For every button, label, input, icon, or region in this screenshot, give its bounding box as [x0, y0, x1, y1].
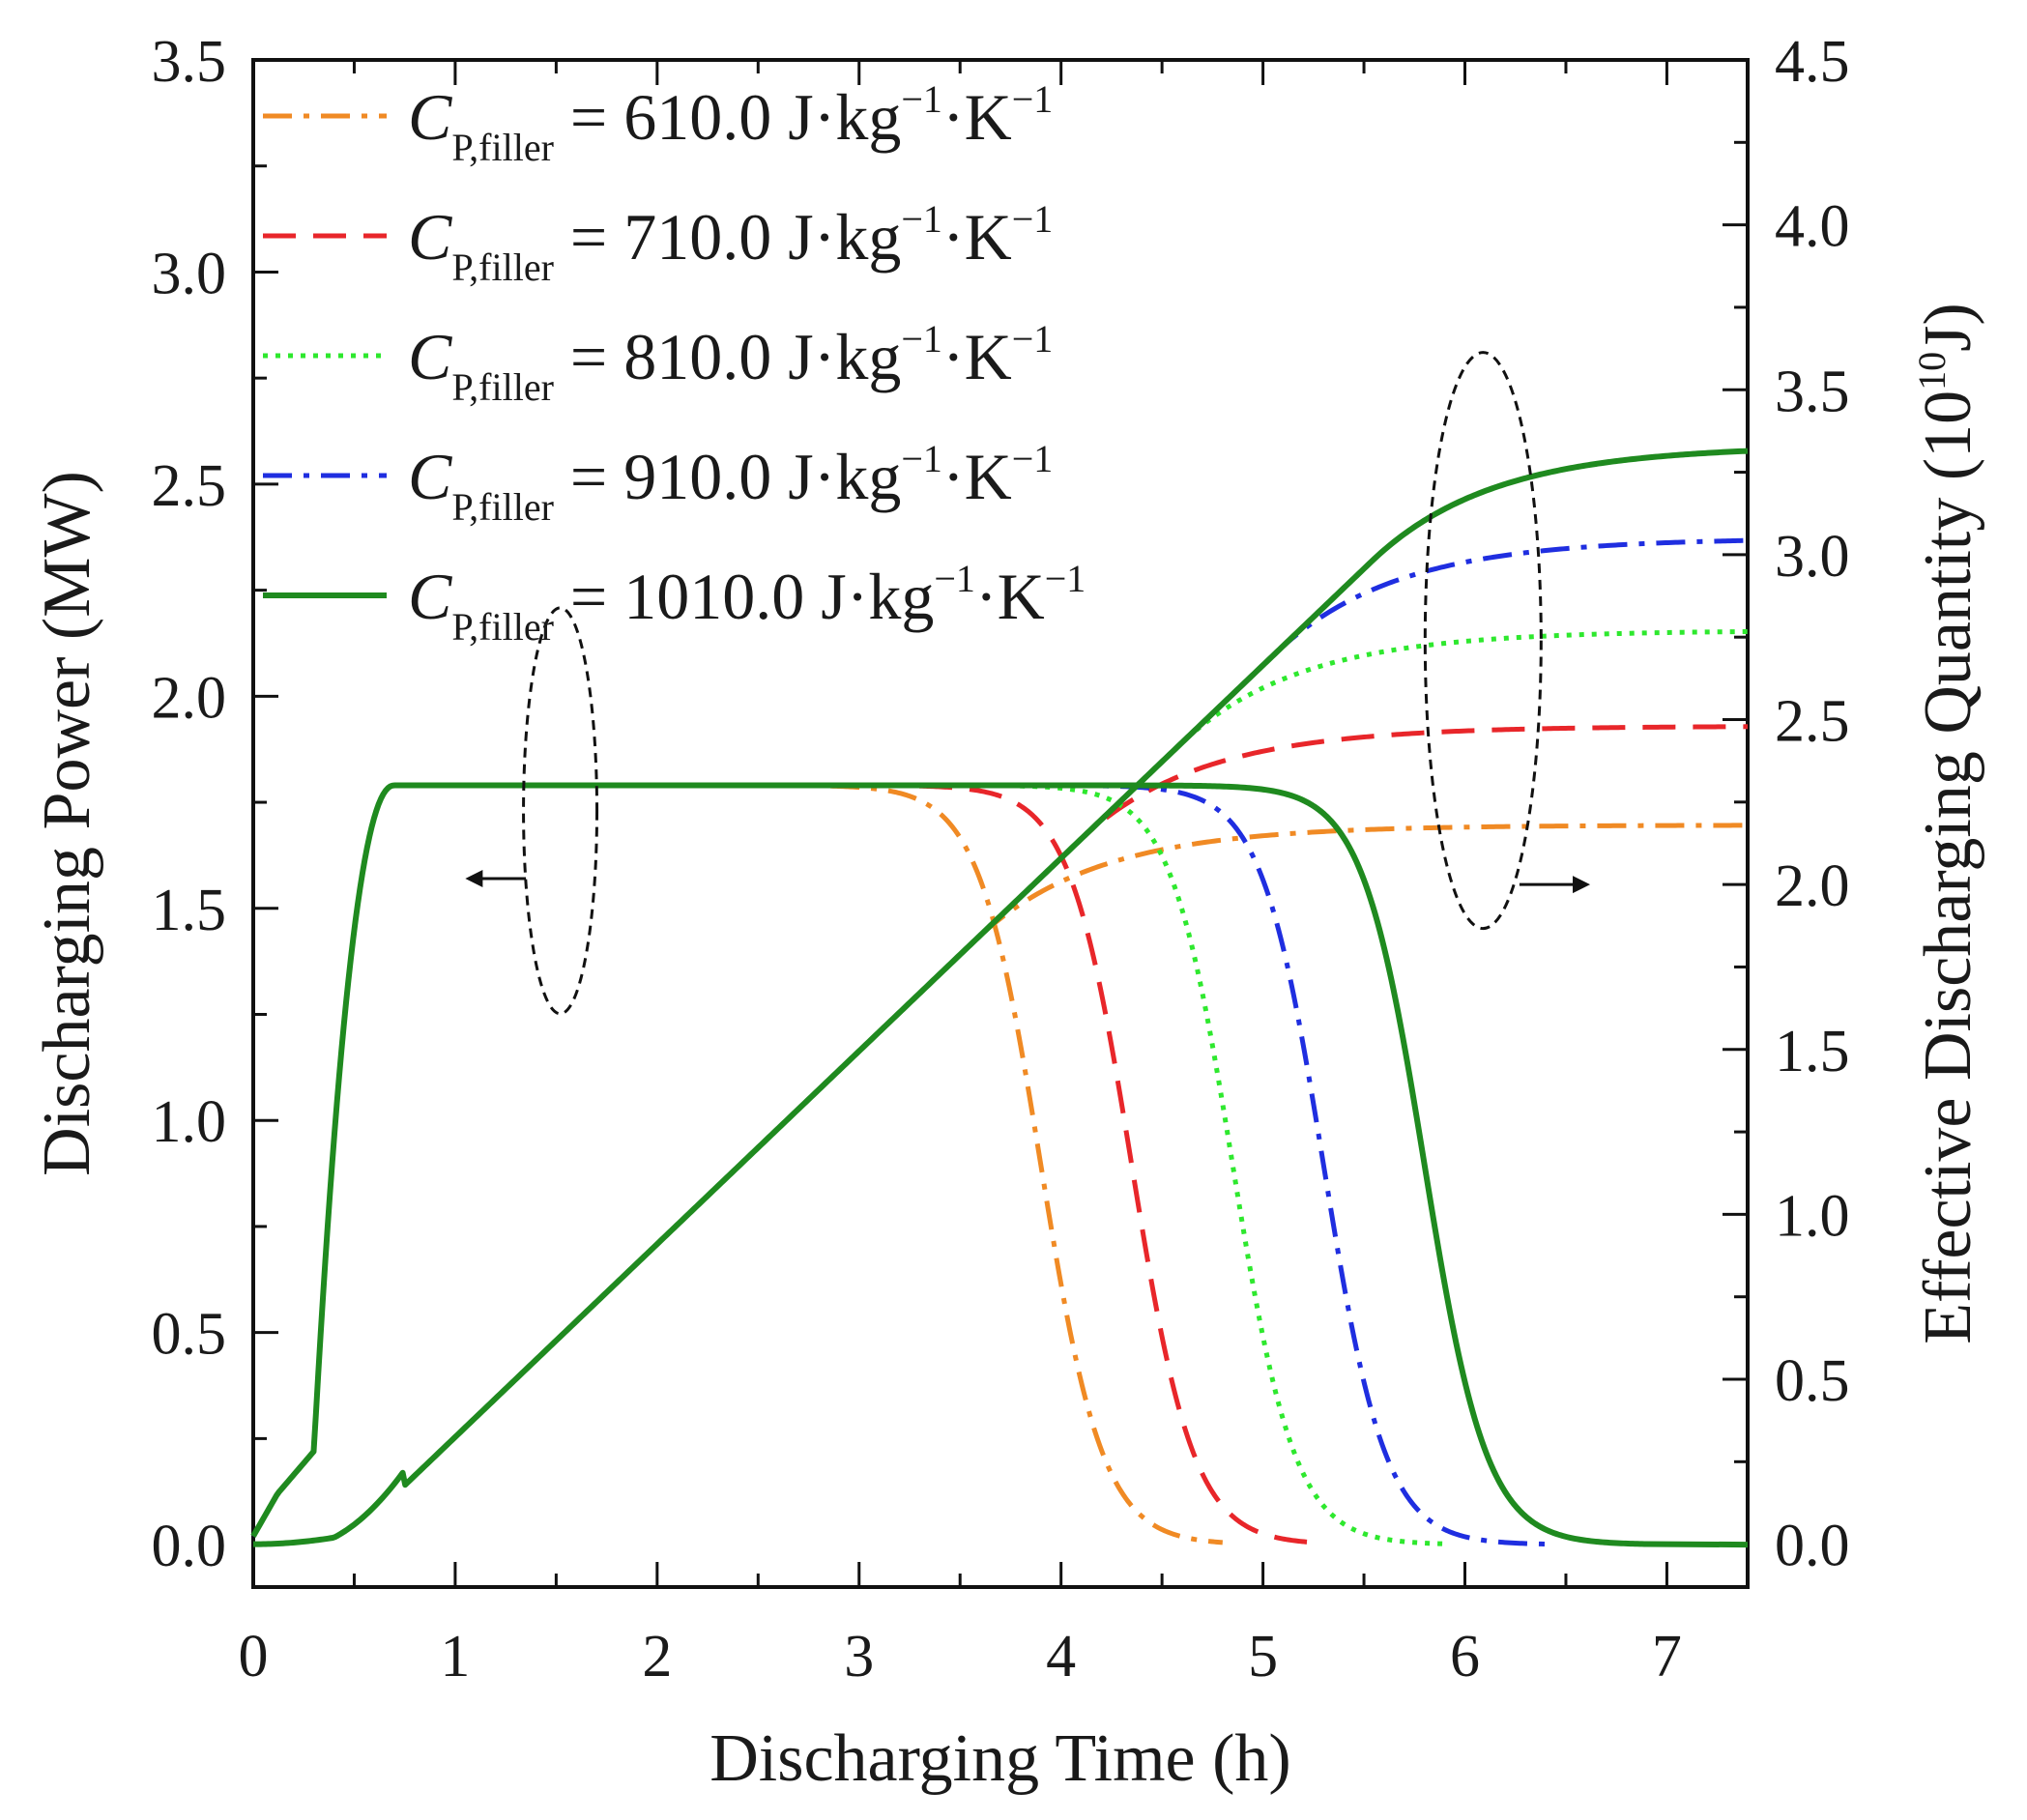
y-tick-label: 1.5 — [152, 878, 227, 943]
plot-frame — [251, 58, 1750, 1589]
legend-label-part: ·K — [942, 80, 1012, 154]
y2-axis-label-end: J) — [1911, 303, 1985, 352]
quantity-series-line — [252, 448, 1749, 1547]
axis-labels: Discharging Time (h) Discharging Power (… — [30, 303, 1985, 1796]
series-layer — [250, 448, 1749, 1548]
legend: CP,filler = 610.0 J·kg−1·K−1CP,filler = … — [263, 77, 1086, 649]
right-axis-ellipse — [1423, 351, 1543, 931]
legend-label-part: C — [408, 560, 452, 633]
x-tick-label: 7 — [1652, 1624, 1682, 1690]
legend-label-part: −1 — [1012, 437, 1054, 480]
legend-label-part: = 910.0 J·kg — [554, 440, 901, 513]
power-series-line — [250, 783, 1446, 1546]
annotation-layer — [465, 351, 1591, 1016]
legend-label-part: −1 — [901, 197, 942, 241]
legend-label-part: = 810.0 J·kg — [554, 320, 901, 393]
series-group — [250, 724, 1749, 1547]
y2-tick-label: 4.5 — [1775, 29, 1850, 95]
y2-axis-label-main: Effective Discharging Quantity (10 — [1911, 390, 1985, 1344]
left-axis-ellipse — [522, 606, 599, 1016]
legend-label-part: C — [408, 320, 452, 393]
legend-label: CP,filler = 810.0 J·kg−1·K−1 — [408, 317, 1053, 409]
y2-tick-label: 1.5 — [1775, 1019, 1850, 1084]
power-series-line — [250, 783, 1324, 1546]
power-series-line — [250, 783, 1547, 1546]
legend-label-part: −1 — [1012, 197, 1054, 241]
y2-axis-label-sup: 10 — [1910, 352, 1954, 390]
left-arrow-icon — [465, 870, 483, 888]
y2-tick-label: 4.0 — [1775, 194, 1850, 260]
right-arrow-icon — [1573, 876, 1591, 894]
y2-tick-label: 3.0 — [1775, 524, 1850, 590]
series-group — [250, 628, 1749, 1547]
legend-label-part: −1 — [1012, 77, 1054, 121]
x-tick-label: 2 — [642, 1624, 672, 1690]
y-tick-label: 3.0 — [152, 241, 227, 306]
y2-tick-label: 0.0 — [1775, 1514, 1850, 1579]
legend-label-part: P,filler — [451, 365, 554, 409]
y-tick-label: 3.5 — [152, 29, 227, 95]
legend-label: CP,filler = 910.0 J·kg−1·K−1 — [408, 437, 1053, 529]
legend-label-part: P,filler — [451, 485, 554, 529]
x-axis-label: Discharging Time (h) — [709, 1721, 1291, 1796]
x-tick-label: 1 — [440, 1624, 470, 1690]
legend-label-part: P,filler — [451, 126, 554, 169]
y2-tick-label: 2.0 — [1775, 853, 1850, 919]
legend-label-part: −1 — [901, 437, 942, 480]
quantity-series-line — [252, 628, 1749, 1547]
plot-area — [251, 58, 1750, 1589]
legend-label-part: −1 — [934, 557, 975, 600]
legend-label-part: C — [408, 80, 452, 154]
x-tick-label: 5 — [1248, 1624, 1278, 1690]
y2-axis-label: Effective Discharging Quantity (1010J) — [1910, 303, 1985, 1343]
x-tick-label: 6 — [1450, 1624, 1480, 1690]
y-tick-label: 1.0 — [152, 1089, 227, 1155]
y-tick-label: 0.5 — [152, 1302, 227, 1368]
quantity-series-line — [252, 823, 1748, 1547]
y2-tick-label: 2.5 — [1775, 689, 1850, 755]
quantity-series-line — [252, 537, 1749, 1547]
legend-label: CP,filler = 1010.0 J·kg−1·K−1 — [408, 557, 1086, 649]
tick-labels: 0 1 2 3 4 5 6 7 0.0 0.5 1.0 1.5 2.0 2.5 3.0 3.5 0.0 0.5 1.… — [152, 29, 1850, 1690]
legend-label-part: C — [408, 440, 452, 513]
series-group — [250, 783, 1748, 1547]
legend-label-part: = 710.0 J·kg — [554, 200, 901, 274]
y-tick-label: 0.0 — [152, 1514, 227, 1579]
series-group — [250, 537, 1749, 1547]
legend-label-part: = 1010.0 J·kg — [554, 560, 934, 633]
legend-label-part: ·K — [942, 200, 1012, 274]
legend-label-part: ·K — [942, 320, 1012, 393]
legend-label: CP,filler = 610.0 J·kg−1·K−1 — [408, 77, 1053, 169]
x-tick-label: 3 — [844, 1624, 874, 1690]
legend-label-part: ·K — [975, 560, 1045, 633]
legend-label-part: −1 — [901, 77, 942, 121]
legend-label-part: ·K — [942, 440, 1012, 513]
x-tick-label: 4 — [1046, 1624, 1076, 1690]
y2-tick-label: 3.5 — [1775, 359, 1850, 424]
y2-tick-label: 1.0 — [1775, 1183, 1850, 1249]
axis-ticks — [251, 58, 1748, 1587]
series-group — [250, 448, 1749, 1548]
x-tick-label: 0 — [239, 1624, 269, 1690]
y-axis-label: Discharging Power (MW) — [30, 471, 104, 1176]
legend-label-part: −1 — [1045, 557, 1086, 600]
y2-tick-label: 0.5 — [1775, 1348, 1850, 1414]
legend-label-part: C — [408, 200, 452, 274]
legend-label: CP,filler = 710.0 J·kg−1·K−1 — [408, 197, 1053, 289]
y-tick-label: 2.5 — [152, 453, 227, 519]
legend-label-part: −1 — [901, 317, 942, 361]
quantity-series-line — [252, 724, 1749, 1547]
legend-label-part: = 610.0 J·kg — [554, 80, 901, 154]
power-series-line — [250, 782, 1749, 1548]
legend-label-part: P,filler — [451, 246, 554, 289]
legend-label-part: P,filler — [451, 605, 554, 649]
y-tick-label: 2.0 — [152, 665, 227, 731]
legend-label-part: −1 — [1012, 317, 1054, 361]
